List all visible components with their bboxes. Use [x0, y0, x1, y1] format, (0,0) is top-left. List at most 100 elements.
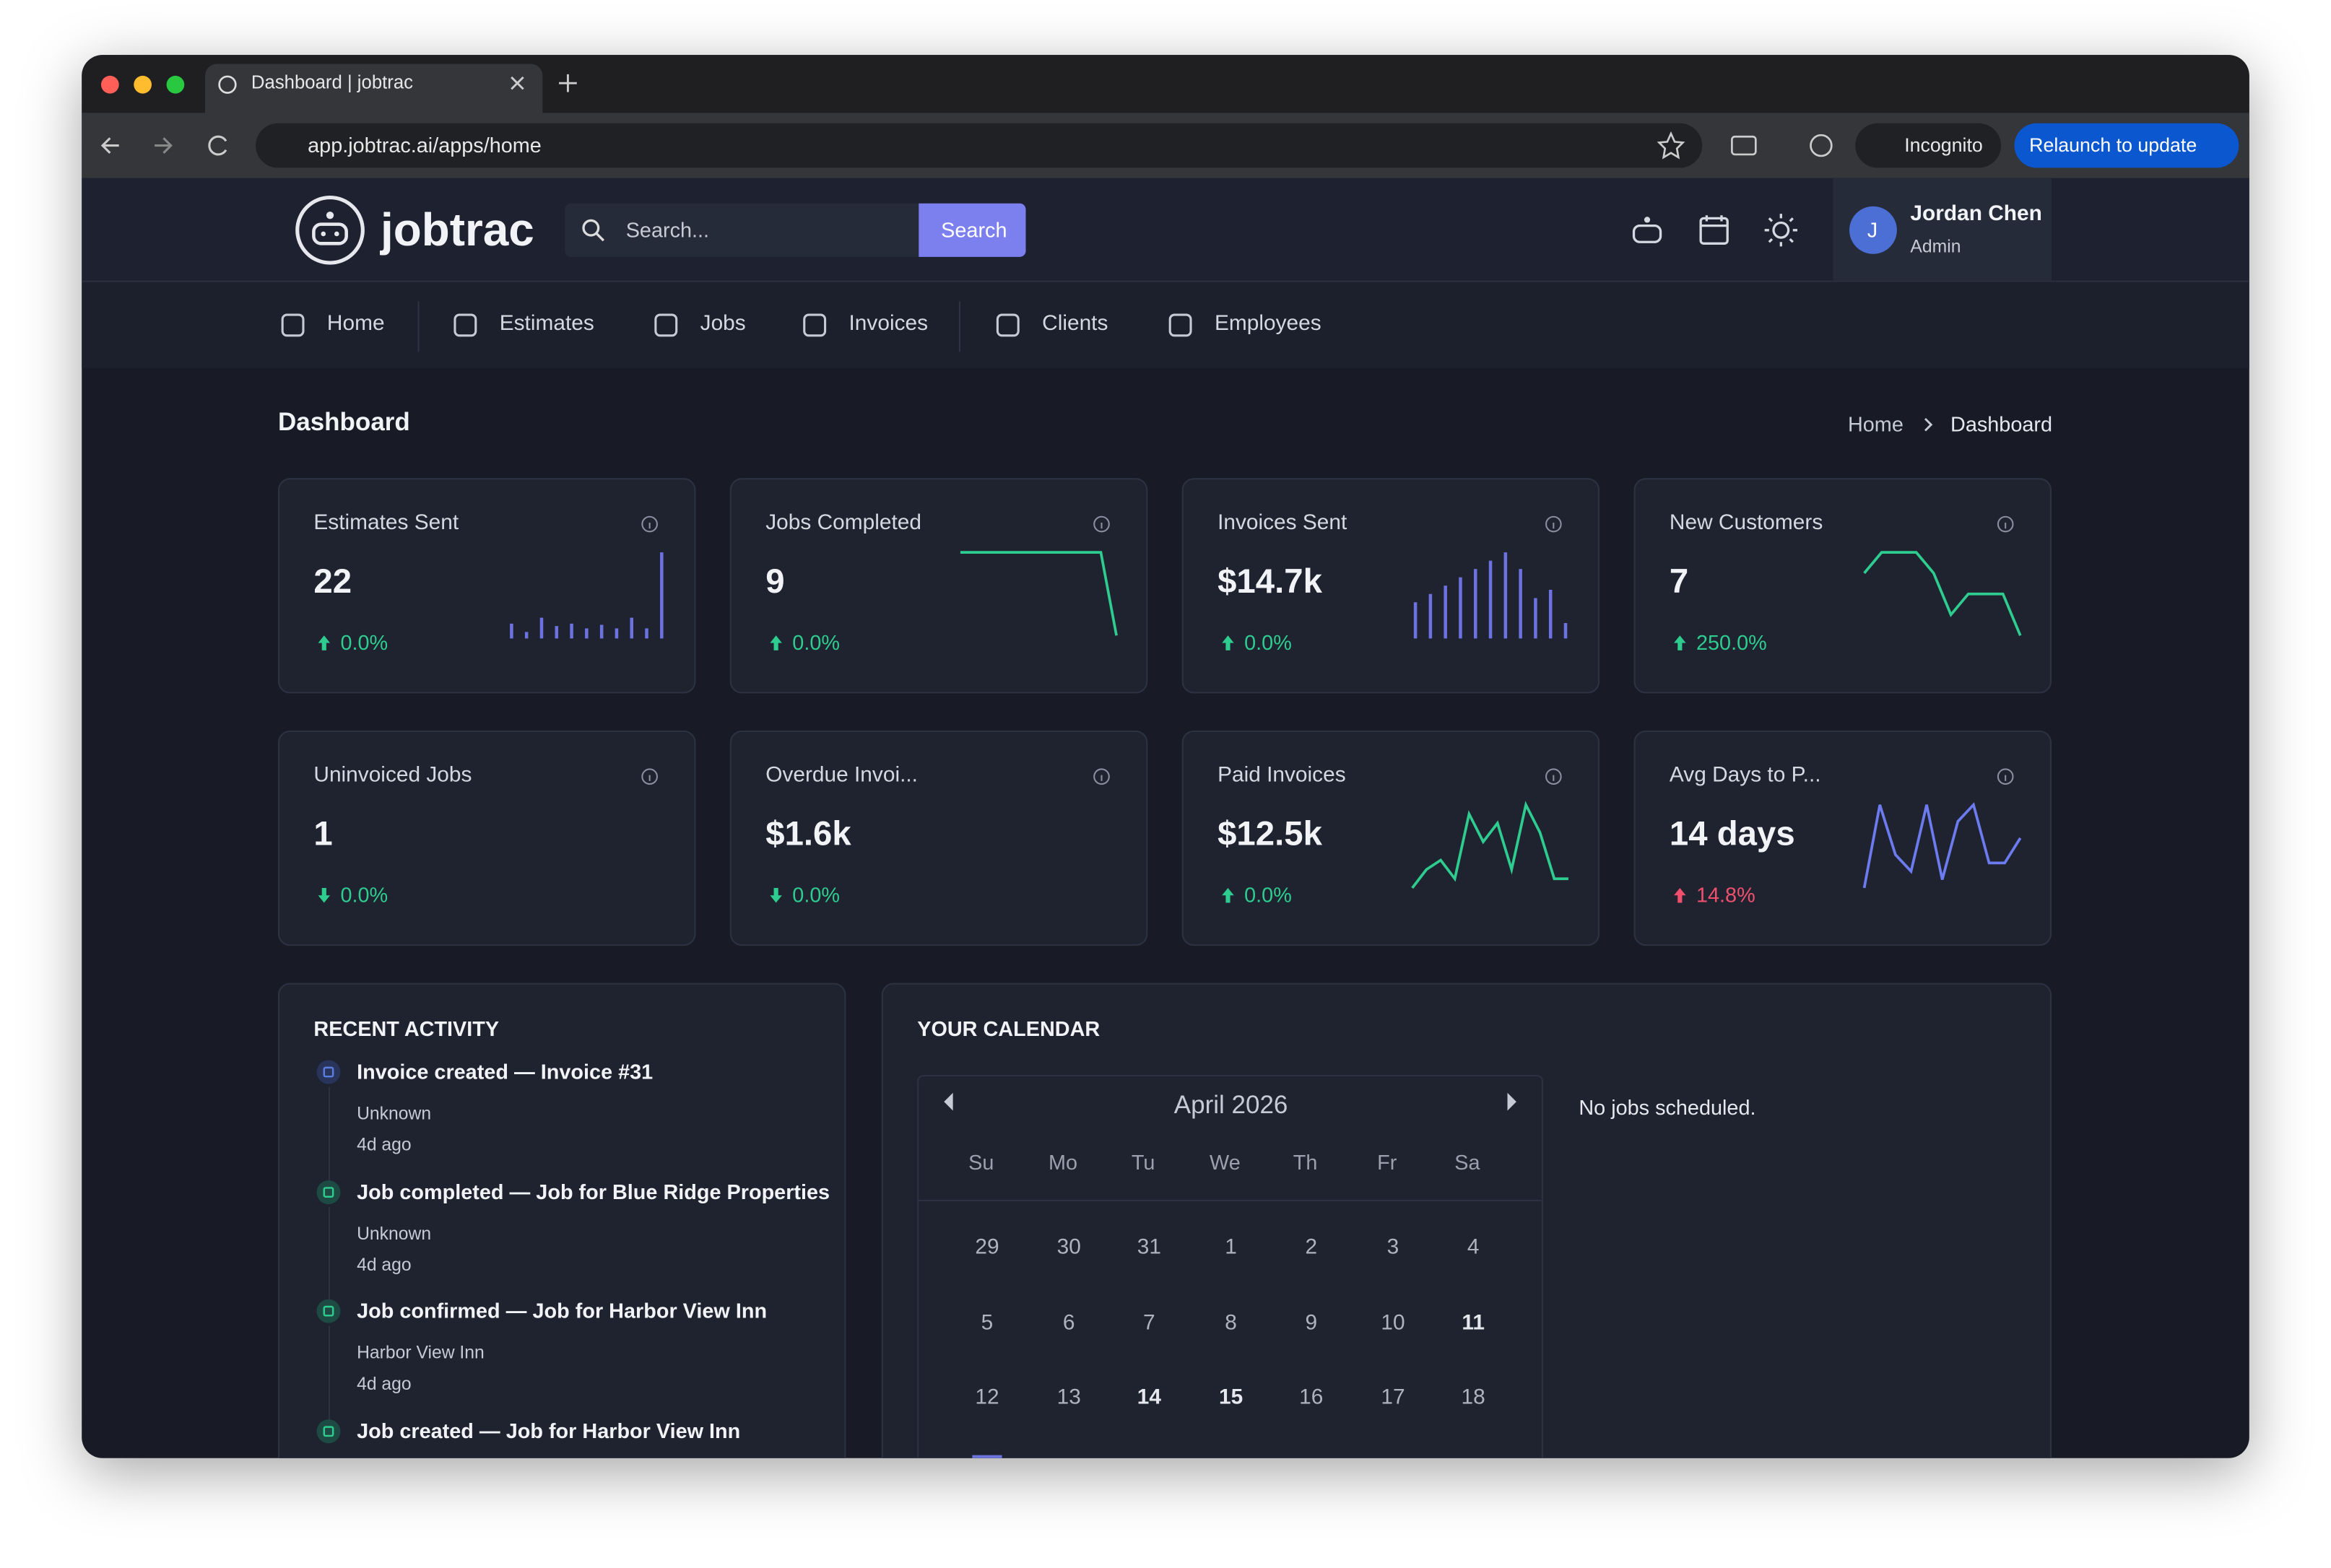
spark-bar	[1459, 577, 1462, 639]
nav-icon	[1168, 313, 1192, 337]
search-box[interactable]	[565, 203, 919, 257]
activity-sub: Unknown	[357, 1222, 432, 1244]
activity-icon	[316, 1419, 341, 1443]
address-bar[interactable]	[256, 123, 1703, 168]
nav-icon	[654, 313, 678, 337]
activity-sub: Harbor View Inn	[357, 1341, 485, 1363]
calendar-day[interactable]: 6	[1062, 1310, 1075, 1335]
calendar-day[interactable]: 30	[1056, 1235, 1081, 1260]
today-marker	[972, 1455, 1002, 1458]
stat-card	[1633, 478, 2052, 694]
nav-item[interactable]: Jobs	[700, 312, 746, 336]
calendar-divider	[919, 1199, 1542, 1201]
activity-title: Invoice created — Invoice #31	[357, 1059, 654, 1084]
spark-bar	[1428, 593, 1433, 639]
spark-bar	[1548, 589, 1553, 639]
info-icon	[641, 515, 658, 533]
info-icon	[641, 768, 658, 785]
card-title: Uninvoiced Jobs	[313, 763, 472, 788]
card-title: New Customers	[1669, 511, 1823, 536]
spark-bar	[599, 624, 604, 639]
nav-icon	[803, 313, 827, 337]
user-role: Admin	[1910, 235, 1961, 257]
incognito: Incognito	[1904, 134, 1983, 157]
calendar-day[interactable]: 7	[1143, 1310, 1155, 1335]
card-value: 9	[765, 561, 785, 601]
sparkline	[1862, 802, 2022, 889]
activity-title: RECENT ACTIVITY	[313, 1016, 500, 1040]
relaunch-button[interactable]	[2014, 123, 2239, 168]
trend-arrow	[1222, 887, 1234, 903]
card-title: Estimates Sent	[313, 511, 459, 536]
relaunch: Relaunch to update	[2029, 134, 2197, 157]
calendar-day[interactable]: 1	[1225, 1235, 1237, 1260]
activity-icon	[316, 1060, 341, 1084]
stat-card	[1181, 478, 1600, 694]
spark-line	[1411, 801, 1568, 889]
sparkline	[1413, 552, 1568, 639]
activity-panel	[277, 983, 846, 1458]
calendar-day[interactable]: 13	[1056, 1385, 1081, 1410]
card-title: Paid Invoices	[1217, 763, 1346, 788]
info-icon	[1093, 768, 1110, 785]
stat-card	[277, 478, 696, 694]
window-controls	[100, 75, 185, 94]
breadcrumb-home[interactable]: Home	[1847, 411, 1904, 436]
calendar-day[interactable]: 29	[975, 1235, 999, 1260]
card-change: 0.0%	[792, 630, 841, 655]
calendar-day[interactable]: 12	[975, 1385, 999, 1410]
nav-icon	[281, 313, 305, 337]
search-button[interactable]	[919, 203, 1026, 257]
search-button-label: Search	[941, 217, 1007, 242]
activity-time: 4d ago	[357, 1253, 412, 1275]
calendar-panel	[881, 983, 2052, 1458]
calendar-day[interactable]: 14	[1137, 1385, 1161, 1410]
calendar-day[interactable]: 10	[1381, 1310, 1405, 1335]
calendar-day[interactable]: 4	[1467, 1235, 1480, 1260]
brand: jobtrac	[381, 204, 534, 256]
nav-item[interactable]: Home	[326, 312, 385, 336]
trend-arrow	[1674, 635, 1686, 650]
nav-item[interactable]: Employees	[1214, 312, 1321, 336]
calendar-day[interactable]: 3	[1386, 1235, 1399, 1260]
calendar-empty: No jobs scheduled.	[1579, 1095, 1756, 1120]
trend-arrow	[770, 887, 782, 903]
calendar-day[interactable]: 18	[1461, 1385, 1485, 1410]
page-title: Dashboard	[277, 408, 410, 437]
activity-title: Job completed — Job for Blue Ridge Prope…	[357, 1179, 830, 1203]
calendar-day[interactable]: 9	[1305, 1310, 1318, 1335]
activity-time: 4d ago	[357, 1373, 412, 1394]
sparkline	[1863, 551, 2022, 637]
nav-item[interactable]: Clients	[1042, 312, 1108, 336]
trend-arrow	[318, 635, 331, 650]
breadcrumb-sep	[1924, 417, 1933, 432]
calendar-day[interactable]: 31	[1137, 1235, 1161, 1260]
weekday: Tu	[1131, 1150, 1155, 1175]
logo	[295, 195, 365, 265]
calendar-day[interactable]: 16	[1299, 1385, 1324, 1410]
card-change: 14.8%	[1696, 882, 1755, 907]
calendar-day[interactable]: 15	[1218, 1385, 1243, 1410]
nav-bar	[82, 282, 2249, 369]
spark-bar	[630, 617, 634, 639]
spark-bar	[1444, 585, 1447, 639]
spark-bar	[524, 632, 529, 639]
sparkline	[510, 552, 664, 639]
calendar-day[interactable]: 8	[1225, 1310, 1237, 1335]
calendar-day[interactable]: 11	[1462, 1310, 1485, 1335]
calendar-day[interactable]: 17	[1381, 1385, 1405, 1410]
calendar-day[interactable]: 5	[981, 1310, 994, 1335]
spark-line	[1862, 802, 2022, 889]
calendar-widget	[917, 1075, 1543, 1458]
nav-item[interactable]: Invoices	[848, 312, 929, 336]
activity-glyph	[323, 1066, 334, 1078]
header-icons	[1632, 214, 1797, 247]
activity-title: Job created — Job for Harbor View Inn	[357, 1418, 741, 1442]
calendar-day[interactable]: 2	[1305, 1235, 1318, 1260]
nav-buttons	[100, 135, 227, 156]
nav-item[interactable]: Estimates	[499, 312, 594, 336]
sparkline	[1411, 801, 1568, 889]
incognito-pill	[1855, 123, 2002, 168]
spark-line	[960, 551, 1118, 636]
